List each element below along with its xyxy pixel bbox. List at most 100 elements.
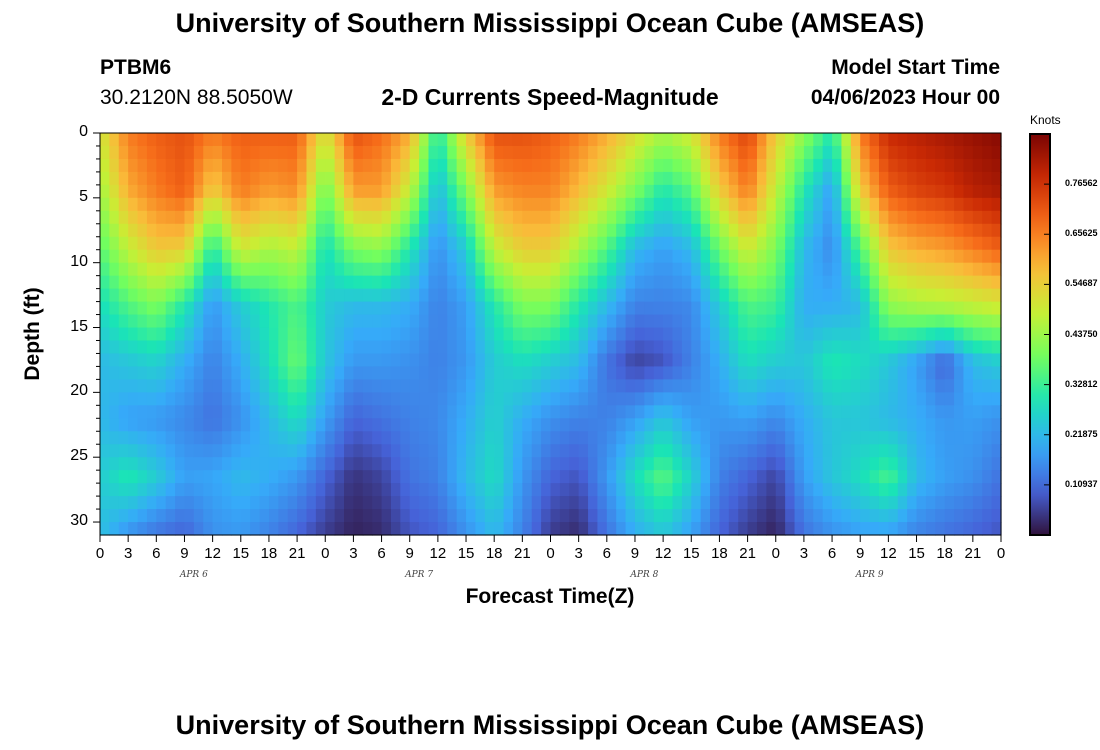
- heatmap-cell: [822, 327, 833, 342]
- heatmap-cell: [306, 210, 317, 225]
- heatmap-cell: [522, 171, 533, 186]
- heatmap-cell: [146, 340, 157, 355]
- heatmap-cell: [935, 366, 946, 380]
- heatmap-cell: [212, 444, 223, 458]
- heatmap-cell: [982, 262, 993, 277]
- heatmap-cell: [578, 210, 589, 225]
- heatmap-cell: [400, 405, 411, 419]
- heatmap-cell: [315, 210, 326, 225]
- heatmap-cell: [991, 509, 1002, 523]
- heatmap-cell: [222, 470, 232, 484]
- heatmap-cell: [344, 457, 355, 471]
- heatmap-cell: [691, 457, 702, 471]
- heatmap-cell: [109, 444, 120, 458]
- heatmap-cell: [165, 262, 176, 277]
- heatmap-cell: [306, 275, 317, 290]
- heatmap-cell: [691, 249, 702, 264]
- heatmap-cell: [935, 223, 946, 238]
- heatmap-cell: [728, 262, 739, 277]
- heatmap-cell: [616, 366, 627, 380]
- heatmap-cell: [419, 340, 430, 355]
- heatmap-cell: [325, 470, 336, 484]
- heatmap-cell: [222, 184, 232, 199]
- heatmap-cell: [156, 197, 167, 212]
- heatmap-cell: [193, 444, 204, 458]
- heatmap-cell: [437, 418, 448, 432]
- heatmap-cell: [531, 210, 542, 225]
- heatmap-cell: [409, 418, 420, 432]
- heatmap-cell: [484, 133, 495, 147]
- heatmap-cell: [109, 301, 120, 316]
- heatmap-cell: [325, 483, 336, 497]
- heatmap-cell: [503, 340, 514, 355]
- heatmap-cell: [653, 470, 664, 484]
- heatmap-cell: [503, 184, 514, 199]
- heatmap-cell: [259, 327, 270, 342]
- heatmap-cell: [250, 236, 261, 251]
- heatmap-cell: [878, 379, 889, 393]
- heatmap-cell: [165, 340, 176, 355]
- heatmap-cell: [841, 405, 852, 419]
- heatmap-cell: [184, 236, 195, 251]
- heatmap-cell: [409, 327, 420, 342]
- heatmap-cell: [184, 249, 195, 264]
- day-label: APR 7: [405, 570, 434, 580]
- heatmap-cell: [484, 444, 495, 458]
- heatmap-cell: [466, 340, 477, 355]
- heatmap-cell: [972, 223, 983, 238]
- heatmap-cell: [428, 392, 439, 406]
- heatmap-cell: [559, 223, 570, 238]
- heatmap-cell: [128, 392, 139, 406]
- heatmap-cell: [512, 496, 523, 510]
- heatmap-cell: [268, 249, 279, 264]
- heatmap-cell: [409, 457, 420, 471]
- heatmap-cell: [813, 184, 824, 199]
- heatmap-cell: [794, 262, 805, 277]
- heatmap-cell: [710, 249, 721, 264]
- heatmap-cell: [925, 133, 936, 147]
- heatmap-cell: [306, 431, 317, 445]
- heatmap-cell: [278, 133, 289, 147]
- heatmap-cell: [972, 483, 983, 497]
- heatmap-cell: [963, 158, 974, 173]
- heatmap-cell: [897, 366, 908, 380]
- heatmap-cell: [775, 496, 786, 510]
- heatmap-cell: [747, 483, 758, 497]
- heatmap-cell: [878, 366, 889, 380]
- heatmap-cell: [569, 275, 580, 290]
- heatmap-cell: [118, 275, 129, 290]
- heatmap-cell: [907, 470, 918, 484]
- heatmap-cell: [325, 522, 336, 536]
- heatmap-cell: [240, 236, 251, 251]
- heatmap-cell: [193, 171, 204, 186]
- heatmap-cell: [109, 133, 120, 147]
- heatmap-cell: [869, 470, 880, 484]
- heatmap-cell: [766, 353, 777, 368]
- heatmap-cell: [756, 509, 767, 523]
- heatmap-cell: [531, 327, 542, 342]
- heatmap-cell: [203, 158, 214, 173]
- heatmap-cell: [231, 236, 242, 251]
- heatmap-cell: [794, 457, 805, 471]
- heatmap-cell: [710, 236, 721, 251]
- heatmap-cell: [156, 509, 167, 523]
- heatmap-cell: [381, 483, 392, 497]
- heatmap-cell: [484, 275, 495, 290]
- heatmap-cell: [766, 314, 777, 329]
- heatmap-cell: [287, 275, 298, 290]
- heatmap-cell: [916, 366, 927, 380]
- heatmap-cell: [897, 314, 908, 329]
- heatmap-cell: [766, 340, 777, 355]
- heatmap-cell: [972, 301, 983, 316]
- heatmap-cell: [372, 223, 383, 238]
- heatmap-cell: [550, 522, 561, 536]
- heatmap-cell: [588, 509, 599, 523]
- heatmap-cell: [738, 366, 749, 380]
- heatmap-cell: [991, 327, 1002, 342]
- heatmap-cell: [738, 171, 749, 186]
- heatmap-cell: [634, 457, 645, 471]
- x-tick-label: 9: [405, 545, 414, 562]
- heatmap-cell: [475, 262, 486, 277]
- heatmap-cell: [231, 366, 242, 380]
- heatmap-cell: [766, 483, 777, 497]
